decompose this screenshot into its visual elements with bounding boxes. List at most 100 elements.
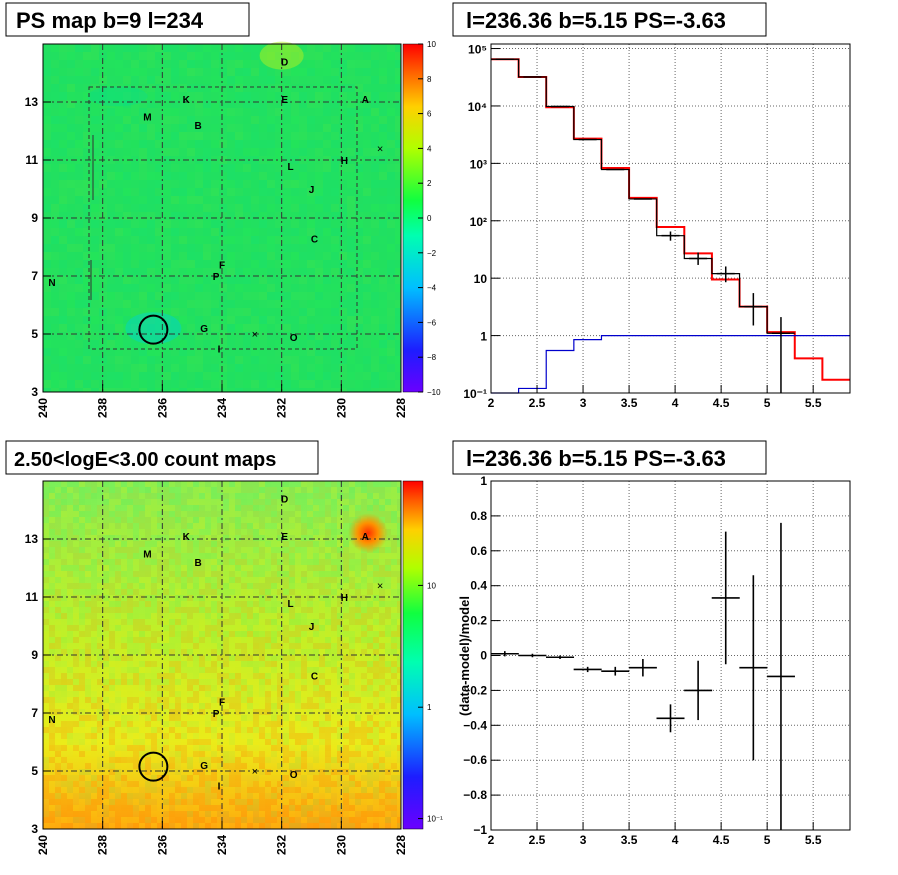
map-cell [121, 643, 127, 649]
map-cell [211, 292, 219, 300]
map-cell [259, 316, 267, 324]
map-cell [291, 340, 299, 348]
map-cell [385, 529, 391, 535]
map-cell [147, 84, 155, 92]
map-cell [397, 709, 401, 715]
map-cell [323, 268, 331, 276]
map-cell [291, 148, 299, 156]
map-cell [43, 613, 49, 619]
map-cell [307, 204, 315, 212]
map-cell [387, 148, 395, 156]
map-cell [243, 148, 251, 156]
map-cell [291, 364, 299, 372]
map-cell [43, 388, 51, 392]
map-cell [155, 52, 163, 60]
map-cell [235, 739, 241, 745]
map-cell [331, 589, 337, 595]
map-cell [259, 356, 267, 364]
map-cell [61, 517, 67, 523]
map-cell [85, 649, 91, 655]
map-cell [43, 577, 49, 583]
map-cell [323, 356, 331, 364]
map-cell [145, 619, 151, 625]
map-cell [301, 661, 307, 667]
map-cell [247, 571, 253, 577]
map-cell [241, 493, 247, 499]
map-cell [211, 595, 217, 601]
map-cell [195, 60, 203, 68]
map-cell [391, 637, 397, 643]
map-cell [395, 60, 401, 68]
map-cell [163, 643, 169, 649]
map-cell [307, 68, 315, 76]
map-cell [313, 493, 319, 499]
map-cell [355, 499, 361, 505]
map-cell [361, 655, 367, 661]
map-cell [169, 667, 175, 673]
map-cell [157, 529, 163, 535]
map-cell [91, 60, 99, 68]
map-cell [253, 715, 259, 721]
map-cell [121, 499, 127, 505]
map-cell [199, 625, 205, 631]
map-cell [301, 715, 307, 721]
map-cell [193, 727, 199, 733]
map-cell [97, 487, 103, 493]
map-cell [379, 559, 385, 565]
map-cell [107, 260, 115, 268]
map-cell [193, 559, 199, 565]
map-cell [127, 643, 133, 649]
map-cell [235, 751, 241, 757]
map-cell [115, 244, 123, 252]
map-cell [299, 252, 307, 260]
map-cell [373, 703, 379, 709]
map-cell [291, 260, 299, 268]
map-cell [295, 535, 301, 541]
map-cell [277, 577, 283, 583]
map-cell [121, 757, 127, 763]
map-cell [187, 204, 195, 212]
map-cell [283, 709, 289, 715]
map-cell [291, 324, 299, 332]
map-cell [391, 493, 397, 499]
map-cell [73, 721, 79, 727]
map-cell [363, 60, 371, 68]
map-cell [115, 703, 121, 709]
map-cell [299, 172, 307, 180]
map-cell [115, 84, 123, 92]
map-cell [67, 649, 73, 655]
map-cell [241, 577, 247, 583]
map-cell [325, 499, 331, 505]
map-cell [203, 188, 211, 196]
map-cell [363, 172, 371, 180]
map-cell [43, 316, 51, 324]
map-cell [343, 571, 349, 577]
map-cell [283, 332, 291, 340]
map-cell [107, 220, 115, 228]
map-cell [79, 757, 85, 763]
map-cell [361, 571, 367, 577]
map-cell [371, 204, 379, 212]
map-cell [223, 667, 229, 673]
map-cell [349, 481, 355, 487]
map-cell [73, 673, 79, 679]
map-cell [75, 332, 83, 340]
map-cell [343, 733, 349, 739]
map-cell [205, 709, 211, 715]
map-cell [259, 571, 265, 577]
map-cell [307, 244, 315, 252]
map-cell [319, 727, 325, 733]
map-cell [115, 260, 123, 268]
map-cell [223, 631, 229, 637]
map-cell [43, 745, 49, 751]
map-cell [59, 180, 67, 188]
map-cell [349, 727, 355, 733]
map-cell [363, 68, 371, 76]
map-cell [199, 661, 205, 667]
map-cell [203, 236, 211, 244]
map-cell [205, 529, 211, 535]
map-cell [259, 553, 265, 559]
map-cell [371, 92, 379, 100]
map-cell [67, 188, 75, 196]
map-cell [371, 228, 379, 236]
